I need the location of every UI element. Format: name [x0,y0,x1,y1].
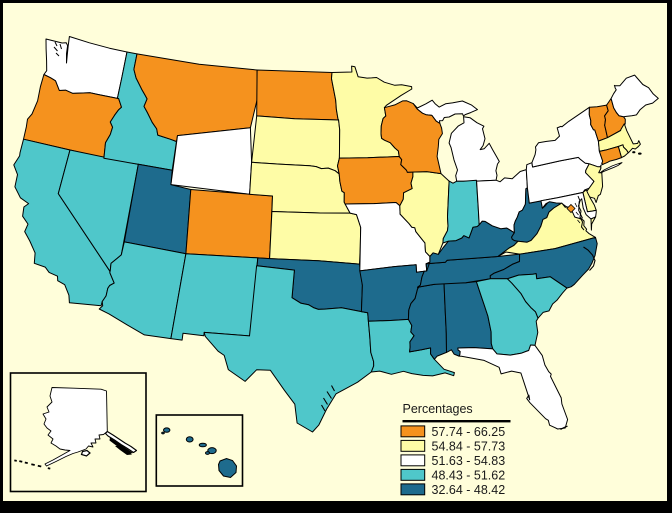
svg-text:Percentages: Percentages [403,402,473,416]
svg-text:57.74 - 66.25: 57.74 - 66.25 [432,425,506,439]
svg-text:54.84 - 57.73: 54.84 - 57.73 [432,439,506,453]
svg-text:51.63 - 54.83: 51.63 - 54.83 [432,454,506,468]
svg-text:48.43 - 51.62: 48.43 - 51.62 [432,468,506,482]
svg-text:32.64 - 48.42: 32.64 - 48.42 [432,483,506,497]
